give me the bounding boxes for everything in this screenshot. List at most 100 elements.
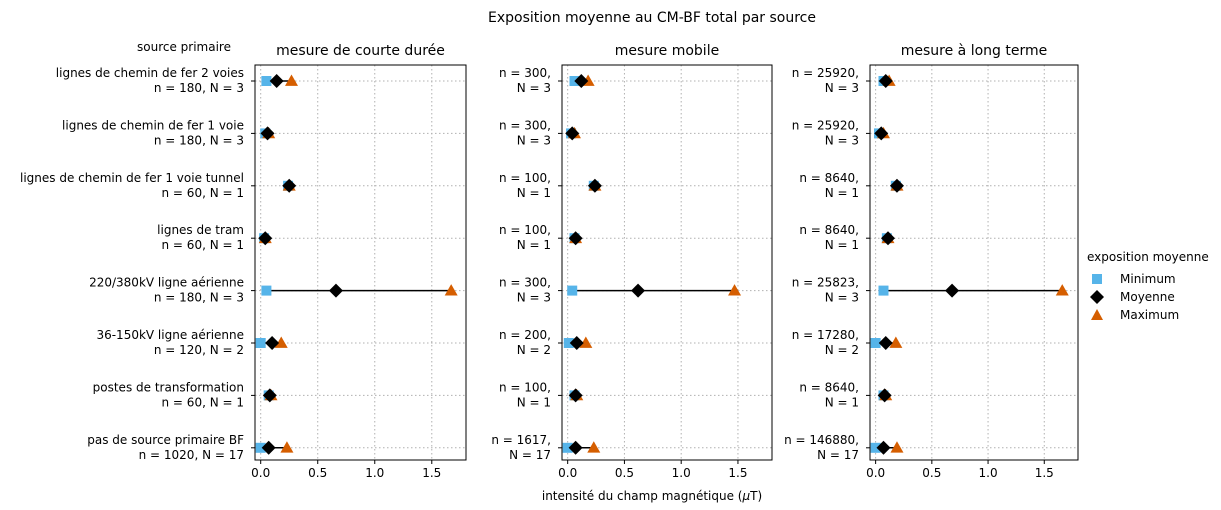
max-point [1055,284,1069,296]
source-label: 220/380kV ligne aérienne [89,276,244,290]
mean-point [568,388,583,403]
min-point [562,442,573,453]
mean-point [574,74,589,88]
n-label: n = 25920, [792,118,859,132]
mean-point [265,336,280,350]
x-tick-label: 1.0 [672,466,691,480]
n-label: n = 300, [499,118,551,132]
n-label: n = 146880, [784,433,859,447]
n-label: n = 300, [499,276,551,290]
n-label: n = 180, N = 3 [154,81,244,95]
n-label: n = 180, N = 3 [154,291,244,305]
min-point [567,285,578,296]
max-point [444,284,458,296]
x-tick-label: 0.5 [922,466,941,480]
source-label: pas de source primaire BF [87,433,244,447]
mean-point [328,283,343,298]
legend-marker-min [1092,274,1102,284]
n-label: n = 8640, [799,223,859,237]
mean-point [261,440,276,455]
n-label: n = 60, N = 1 [162,186,244,200]
n-label: n = 25823, [792,276,859,290]
mean-point [569,336,584,350]
min-point [870,442,881,453]
n-label: n = 100, [499,223,551,237]
legend-title: exposition moyenne [1087,250,1209,264]
min-point [563,338,574,348]
n-label: N = 1 [825,186,859,200]
mean-point [258,231,273,246]
n-label: n = 1617, [491,433,551,447]
mean-point [587,178,602,193]
x-tick-label: 0.5 [615,466,634,480]
x-axis-label: intensité du champ magnétique (μT) [542,489,762,503]
min-point [261,285,272,296]
n-label: n = 180, N = 3 [154,133,244,147]
mean-point [880,231,895,246]
axes-frame [561,64,773,461]
n-label: N = 3 [825,133,859,147]
n-label: n = 17280, [792,328,859,342]
n-label: n = 25920, [792,66,859,80]
n-label: N = 1 [825,238,859,252]
mean-point [878,74,893,88]
min-point [261,76,272,86]
legend-marker-mean [1090,290,1104,304]
mean-point [565,126,580,141]
n-label: N = 1 [517,238,551,252]
row-header: source primaire [137,40,231,54]
source-label: lignes de chemin de fer 1 voie tunnel [20,171,244,185]
x-tick-label: 0.0 [866,466,885,480]
n-label: N = 2 [825,343,859,357]
legend: exposition moyenne Minimum Moyenne Maximum [1087,250,1209,322]
x-tick-label: 1.0 [365,466,384,480]
n-label: n = 1020, N = 17 [139,448,244,462]
n-label: N = 2 [517,343,551,357]
n-label: n = 300, [499,66,551,80]
min-point [878,285,889,296]
panel-2: 0.0 0.5 1.0 1.5n = 300,N = 3n = 300,N = 3n … [491,43,773,480]
legend-marker-max [1091,309,1103,320]
mean-point [876,440,891,455]
panel-1: 0.0 0.5 1.0 1.5 lignes de chemin de fer 2 vo… [20,43,467,480]
x-tick-label: 1.5 [728,466,747,480]
axes-frame [869,64,1079,461]
n-label: n = 8640, [799,171,859,185]
panel-title: mesure de courte durée [276,43,445,59]
n-label: N = 3 [517,81,551,95]
max-point [889,336,903,348]
legend-label: Maximum [1120,308,1179,322]
max-point [890,441,904,453]
mean-point [269,74,284,88]
legend-label: Moyenne [1120,290,1175,304]
source-label: 36-150kV ligne aérienne [96,328,244,342]
mean-point [260,126,275,141]
x-tick-label: 1.5 [422,466,441,480]
n-label: N = 3 [825,81,859,95]
max-point [280,441,294,453]
mean-point [878,336,893,350]
n-label: N = 1 [517,186,551,200]
min-point [255,338,266,348]
mean-point [631,283,646,298]
panel-3: 0.0 0.5 1.0 1.5n = 25920,N = 3n = 25920,N =… [784,43,1079,480]
n-label: n = 120, N = 2 [154,343,244,357]
x-tick-label: 0.5 [308,466,327,480]
mean-point [568,231,583,246]
n-label: N = 3 [517,291,551,305]
n-label: n = 8640, [799,380,859,394]
source-label: lignes de chemin de fer 2 voies [56,66,244,80]
x-tick-label: 0.0 [251,466,270,480]
n-label: N = 3 [517,133,551,147]
n-label: N = 17 [817,448,859,462]
source-label: lignes de tram [157,223,244,237]
n-label: n = 100, [499,380,551,394]
mean-point [877,388,892,403]
plot-area: 0.0 0.5 1.0 1.5 lignes de chemin de fer 2 vo… [20,43,1079,480]
x-tick-label: 1.0 [979,466,998,480]
mean-point [945,283,960,298]
source-label: lignes de chemin de fer 1 voie [62,118,244,132]
mean-point [568,440,583,455]
legend-label: Minimum [1120,272,1176,286]
